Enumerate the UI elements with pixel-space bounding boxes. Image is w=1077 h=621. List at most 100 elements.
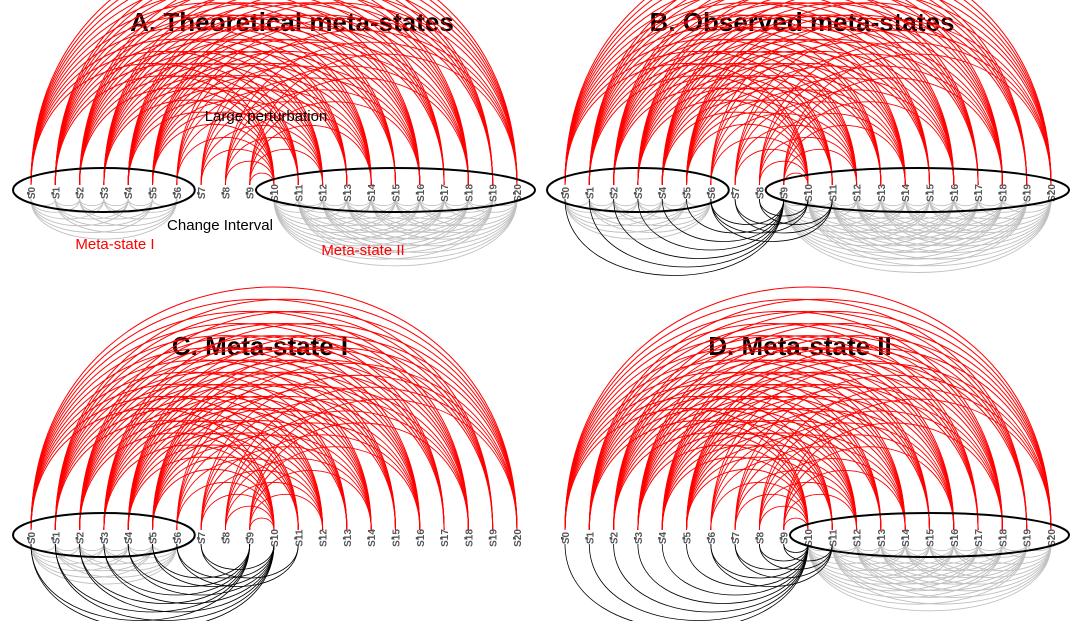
node-label-s6: S6 — [173, 186, 184, 199]
arc — [79, 0, 469, 186]
arc — [686, 38, 979, 186]
arc — [273, 198, 396, 233]
arc — [637, 383, 930, 531]
arc — [79, 26, 396, 186]
arc — [831, 543, 1052, 605]
node-label-s16: S16 — [416, 529, 427, 547]
arc — [322, 198, 348, 207]
arc — [734, 198, 809, 225]
arc — [127, 75, 348, 186]
node-dot — [561, 192, 564, 195]
arc — [710, 543, 809, 579]
node-dot — [245, 537, 249, 540]
node-label-s14: S14 — [367, 529, 378, 547]
arc — [30, 0, 469, 186]
arc — [734, 494, 809, 531]
arc — [759, 543, 809, 562]
arc — [734, 446, 906, 531]
node-dot — [779, 192, 783, 195]
node-dot — [513, 537, 516, 540]
arc — [856, 543, 979, 578]
arc — [419, 198, 469, 213]
arc — [929, 543, 955, 552]
arc — [758, 458, 906, 531]
arc — [661, 99, 833, 186]
node-dot — [75, 537, 79, 540]
arc — [79, 420, 299, 531]
arc — [152, 420, 372, 531]
arc — [249, 446, 421, 531]
arc — [30, 26, 348, 186]
arc — [710, 113, 858, 186]
arc — [1001, 198, 1052, 213]
arc — [929, 543, 1003, 565]
arc — [831, 198, 858, 207]
panel-d: D. Meta-state II S0 S1 S2 S3 S4 S5 S6 S7 S8 S9 S10… — [561, 286, 1070, 621]
arc — [564, 286, 1052, 531]
arc — [103, 359, 445, 531]
arc — [54, 543, 129, 565]
arc — [637, 0, 1052, 186]
arc — [880, 198, 1028, 240]
node-label-s12: S12 — [853, 529, 864, 547]
node-label-s14: S14 — [901, 529, 912, 547]
arc — [370, 198, 494, 233]
arc — [637, 359, 979, 531]
arc — [200, 494, 275, 531]
arc — [103, 198, 178, 220]
panel-c-grey-arcs — [30, 543, 178, 585]
arc — [588, 198, 712, 233]
arc — [54, 347, 421, 531]
arc — [176, 386, 469, 531]
node-dot — [294, 537, 297, 540]
arc — [564, 26, 882, 186]
arc — [224, 160, 275, 186]
arc — [758, 482, 858, 531]
arc — [758, 41, 1052, 186]
arc — [588, 198, 639, 213]
arc — [710, 41, 1003, 186]
arc — [79, 75, 299, 186]
arc — [79, 543, 105, 552]
arc — [224, 89, 421, 186]
arc — [127, 359, 469, 531]
arc — [613, 198, 712, 227]
node-label-s20: S20 — [513, 184, 524, 202]
node-label-s5: S5 — [149, 531, 160, 544]
node-dot — [949, 537, 953, 540]
arc — [103, 14, 445, 186]
node-dot — [852, 537, 856, 540]
node-dot — [294, 192, 297, 195]
node-label-s7: S7 — [197, 531, 208, 544]
arc — [807, 543, 930, 578]
arc — [30, 198, 105, 220]
arc — [127, 420, 348, 531]
arc — [686, 347, 1052, 531]
arc — [880, 543, 979, 572]
arc — [686, 87, 882, 186]
arc — [224, 505, 275, 531]
node-dot — [197, 537, 200, 540]
arc — [613, 0, 1028, 186]
node-dot — [1047, 192, 1050, 195]
arc — [79, 383, 372, 531]
arc — [734, 543, 833, 579]
node-dot — [609, 192, 613, 195]
annotation-meta-state-2: Meta-state II — [321, 242, 404, 259]
node-label-s10: S10 — [270, 529, 281, 547]
arc — [127, 371, 445, 531]
arc — [1001, 543, 1052, 558]
node-dot — [415, 192, 419, 195]
arc — [637, 198, 687, 213]
arc — [224, 482, 324, 531]
node-label-s11: S11 — [294, 184, 305, 202]
arc — [880, 543, 906, 552]
arc — [613, 198, 687, 220]
arc — [856, 543, 882, 552]
arc — [54, 543, 178, 578]
node-label-s12: S12 — [319, 529, 330, 547]
arc — [929, 543, 1028, 572]
node-dot — [1047, 537, 1050, 540]
node-dot — [488, 192, 492, 195]
arc — [224, 458, 372, 531]
